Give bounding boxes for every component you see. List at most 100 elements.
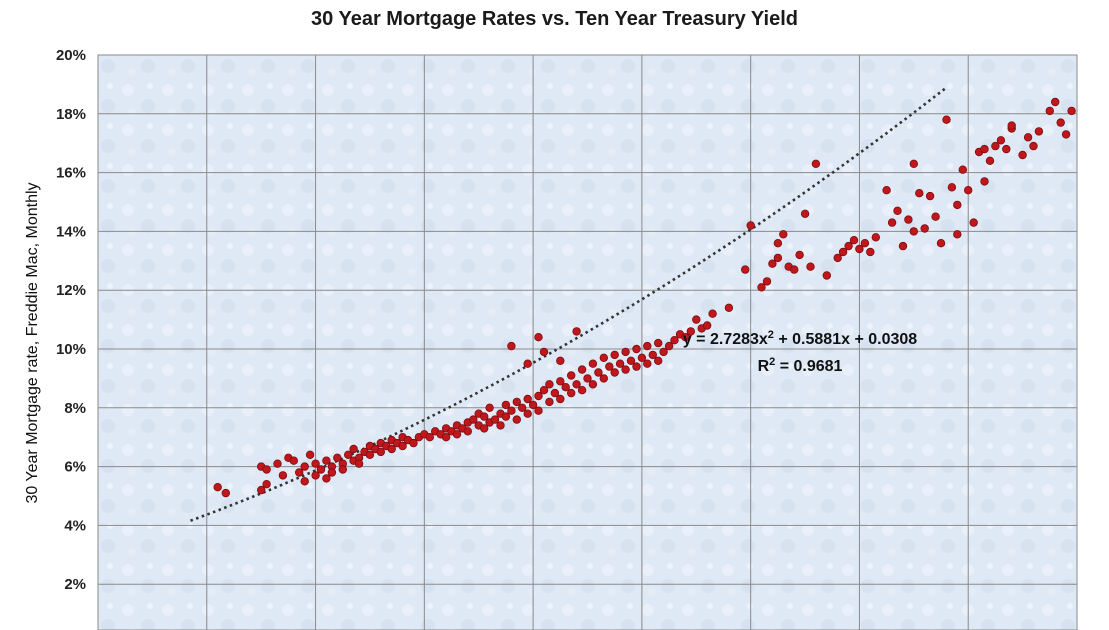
scatter-point xyxy=(898,241,908,251)
y-tick-label: 18% xyxy=(56,106,86,123)
y-tick-label: 4% xyxy=(64,517,86,534)
scatter-point xyxy=(539,386,549,395)
scatter-point xyxy=(441,433,451,442)
scatter-point xyxy=(1002,144,1011,154)
scatter-point xyxy=(860,238,870,248)
scatter-point xyxy=(221,488,230,498)
scatter-point xyxy=(855,244,864,254)
scatter-point xyxy=(605,362,614,371)
scatter-point xyxy=(523,359,532,368)
scatter-point xyxy=(773,238,783,248)
y-tick-label: 10% xyxy=(56,341,86,358)
scatter-point xyxy=(305,450,315,459)
scatter-point xyxy=(643,359,652,368)
scatter-point xyxy=(545,397,554,407)
scatter-point xyxy=(534,333,543,342)
scatter-point xyxy=(322,456,331,465)
scatter-point xyxy=(1018,150,1027,160)
scatter-point xyxy=(376,447,385,457)
scatter-point xyxy=(953,230,962,239)
scatter-point xyxy=(779,230,788,239)
scatter-point xyxy=(567,371,576,380)
plot-area xyxy=(97,54,1078,630)
scatter-point xyxy=(866,247,875,257)
scatter-point xyxy=(621,347,630,357)
scatter-point xyxy=(909,159,918,168)
r-squared-label: R2 = 0.9681 xyxy=(758,356,843,375)
scatter-point xyxy=(746,221,755,230)
scatter-point xyxy=(583,374,592,383)
scatter-point xyxy=(278,471,288,480)
scatter-point xyxy=(615,359,625,368)
scatter-point xyxy=(762,277,772,286)
y-tick-label: 14% xyxy=(56,223,86,240)
scatter-point xyxy=(262,480,271,489)
scatter-point xyxy=(572,380,581,389)
scatter-point xyxy=(1067,106,1076,116)
scatter-point xyxy=(724,303,734,312)
scatter-point xyxy=(556,377,565,386)
scatter-point xyxy=(1056,118,1065,127)
scatter-point xyxy=(904,215,913,224)
scatter-point xyxy=(501,412,511,421)
scatter-point xyxy=(996,136,1006,145)
scatter-point xyxy=(295,468,304,477)
scatter-point xyxy=(398,441,407,451)
scatter-point xyxy=(953,200,962,210)
scatter-point xyxy=(588,359,598,368)
y-tick-label: 8% xyxy=(64,400,86,417)
scatter-point xyxy=(757,283,766,292)
scatter-point xyxy=(964,185,973,195)
scatter-point xyxy=(501,400,511,410)
scatter-point xyxy=(980,144,989,154)
scatter-point xyxy=(871,233,880,242)
scatter-point xyxy=(523,394,532,404)
scatter-point xyxy=(692,315,701,324)
scatter-point xyxy=(654,356,663,365)
scatter-point xyxy=(768,259,777,268)
y-tick-label: 6% xyxy=(64,459,86,476)
scatter-point xyxy=(365,450,375,459)
scatter-point xyxy=(257,485,266,495)
scatter-point xyxy=(909,227,918,236)
scatter-point xyxy=(1023,133,1033,142)
y-tick-labels: 2% 4% 6% 8% 10% 12% 14% 16% 18% 20% xyxy=(56,47,86,593)
scatter-point xyxy=(528,400,538,410)
scatter-point xyxy=(534,391,543,401)
scatter-point xyxy=(534,406,543,415)
scatter-point xyxy=(708,309,717,318)
scatter-point xyxy=(550,388,560,398)
scatter-point xyxy=(1061,130,1071,139)
scatter-point xyxy=(648,350,657,360)
scatter-point xyxy=(496,421,505,430)
y-tick-label: 20% xyxy=(56,47,86,64)
scatter-point xyxy=(773,253,783,263)
scatter-point xyxy=(664,341,674,351)
scatter-point xyxy=(795,250,804,260)
scatter-point xyxy=(1050,97,1060,107)
scatter-point xyxy=(882,185,891,195)
scatter-point xyxy=(849,235,859,245)
scatter-point xyxy=(925,191,935,201)
scatter-point xyxy=(806,262,815,271)
scatter-point xyxy=(567,388,576,398)
scatter-point xyxy=(577,386,587,395)
scatter-point xyxy=(480,424,489,433)
scatter-point xyxy=(322,474,331,483)
scatter-point xyxy=(409,438,418,448)
scatter-point xyxy=(741,265,750,274)
scatter-point xyxy=(969,218,978,227)
scatter-points xyxy=(213,97,1076,498)
scatter-point xyxy=(523,409,532,418)
scatter-point xyxy=(354,459,364,468)
scatter-point xyxy=(311,459,320,468)
scatter-point xyxy=(463,427,472,436)
scatter-point xyxy=(985,156,995,165)
scatter-point xyxy=(452,430,462,439)
scatter-point xyxy=(333,453,342,462)
scatter-point xyxy=(610,368,619,377)
scatter-point xyxy=(643,341,652,351)
scatter-point xyxy=(338,465,347,474)
scatter-point xyxy=(289,456,298,465)
